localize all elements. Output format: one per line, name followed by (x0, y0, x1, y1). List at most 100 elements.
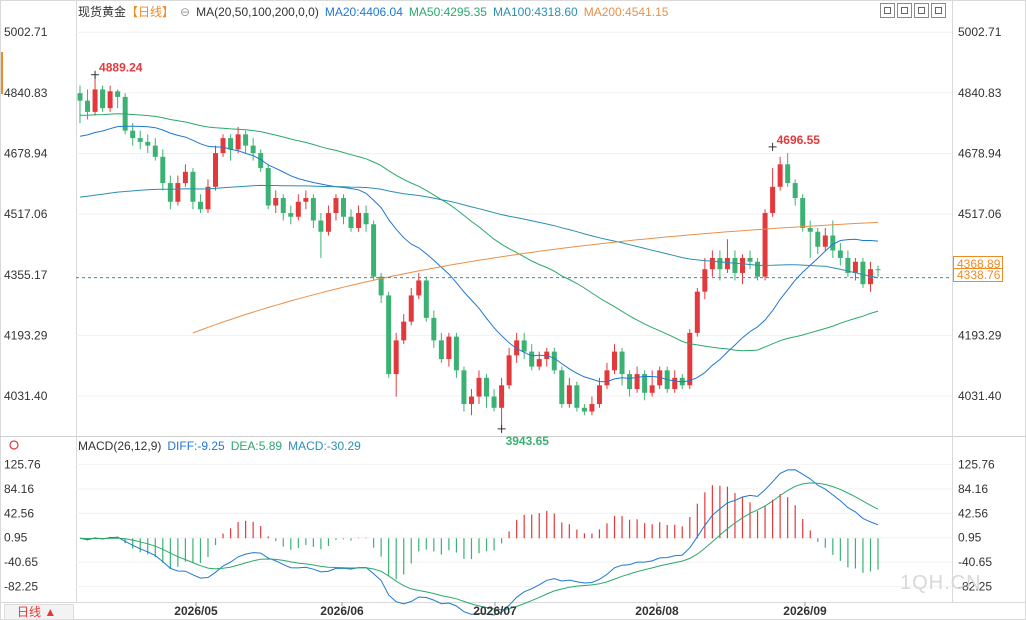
candle-body (363, 213, 369, 225)
candle-body (491, 396, 497, 408)
period-button[interactable]: 日线 ▲ (4, 604, 74, 620)
candle-body (581, 407, 587, 412)
candle-body (92, 89, 98, 112)
candle-body (822, 235, 828, 247)
watermark: 1QH.CN (900, 572, 982, 594)
candle-body (288, 213, 294, 217)
ma50-value: MA50:4295.35 (408, 5, 487, 19)
x-tick-label: 2026/08 (635, 604, 679, 618)
price-annotation: 4696.55 (777, 133, 821, 147)
candle-body (386, 295, 392, 375)
ma200-line (192, 221, 879, 334)
ma20-value: MA20:4406.04 (324, 5, 403, 19)
candle-body (310, 198, 316, 221)
candle-body (160, 156, 166, 184)
prev-icon[interactable] (914, 3, 929, 18)
macd-tick-left: -82.25 (4, 580, 38, 594)
candle-body (265, 168, 271, 206)
macd-tick-left: 0.95 (4, 531, 28, 545)
macd-tick-right: -40.65 (958, 555, 992, 569)
candle-body (860, 261, 866, 285)
x-tick-label: 2026/05 (174, 604, 218, 618)
ma20-line (79, 125, 879, 383)
candle-body (273, 198, 279, 206)
zoom-out-icon[interactable] (897, 3, 912, 18)
left-edge-marker (0, 52, 3, 94)
candle-body (453, 336, 459, 371)
period-label[interactable]: 【日线】 (126, 5, 175, 19)
ma-params[interactable]: MA(20,50,100,200,0,0) (196, 5, 319, 19)
price-tick-right: 5002.71 (958, 25, 1002, 39)
price-tick-right: 4517.06 (958, 207, 1002, 221)
candle-body (800, 198, 806, 228)
candle-body (303, 198, 309, 202)
candle-body (401, 321, 407, 341)
candle-body (250, 145, 256, 154)
candle-body (589, 404, 595, 412)
current-ma-tag: 4338.76 (953, 268, 1003, 282)
candle-body (243, 134, 249, 146)
candle-body (649, 385, 655, 393)
macd-tick-right: 125.76 (958, 457, 995, 471)
price-tick-right: 4840.83 (958, 86, 1002, 100)
candle-body (506, 355, 512, 386)
price-tick-right: 4678.94 (958, 146, 1002, 160)
price-annotation: 4889.24 (99, 61, 143, 75)
macd-value: MACD:-30.29 (288, 439, 361, 453)
candle-body (393, 340, 399, 375)
candle-body (175, 183, 181, 202)
candle-body (468, 396, 474, 405)
candle-body (446, 336, 452, 360)
candle-body (755, 261, 761, 277)
candle-body (115, 91, 121, 97)
macd-params[interactable]: MACD(26,12,9) (78, 439, 162, 453)
macd-tick-left: -40.65 (4, 555, 38, 569)
macd-tick-right: -82.25 (958, 580, 992, 594)
candle-body (258, 153, 264, 169)
candle-body (438, 340, 444, 360)
candle-body (325, 213, 331, 232)
candle-body (815, 231, 821, 247)
candle-body (235, 134, 241, 150)
zoom-in-icon[interactable] (880, 3, 895, 18)
candle-body (792, 183, 798, 199)
macd-tick-left: 42.56 (4, 506, 34, 520)
candle-body (182, 171, 188, 184)
candle-body (830, 235, 836, 251)
next-icon[interactable] (931, 3, 946, 18)
dea-value: DEA:5.89 (230, 439, 283, 453)
settings-icon[interactable]: ⊖ (180, 5, 191, 19)
candle-body (837, 250, 843, 258)
candle-body (107, 91, 113, 109)
candle-body (484, 377, 490, 397)
candle-body (634, 374, 640, 390)
macd-settings-icon (9, 440, 19, 450)
candle-body (280, 198, 286, 214)
x-tick-label: 2026/07 (473, 604, 517, 618)
candle-body (694, 291, 700, 333)
candle-body (356, 213, 362, 228)
ma50-line (80, 113, 879, 352)
candle-body (228, 138, 234, 150)
dea-line (79, 482, 879, 611)
ma100-line (79, 184, 879, 279)
candle-body (197, 201, 203, 210)
candle-body (205, 186, 211, 210)
candle-body (619, 351, 625, 375)
candle-body (167, 183, 173, 202)
macd-tick-left: 125.76 (4, 457, 41, 471)
price-tick-right: 4031.40 (958, 389, 1002, 403)
candle-body (378, 276, 384, 296)
candle-body (152, 145, 158, 157)
candle-body (672, 377, 678, 390)
candle-body (852, 261, 858, 273)
candle-body (785, 164, 791, 184)
candle-body (574, 385, 580, 408)
candle-body (499, 385, 505, 408)
candle-body (724, 257, 730, 270)
price-tick-right: 4193.29 (958, 328, 1002, 342)
candle-body (137, 138, 143, 142)
price-tick-left: 4355.17 (4, 268, 48, 282)
x-tick-label: 2026/09 (783, 604, 827, 618)
